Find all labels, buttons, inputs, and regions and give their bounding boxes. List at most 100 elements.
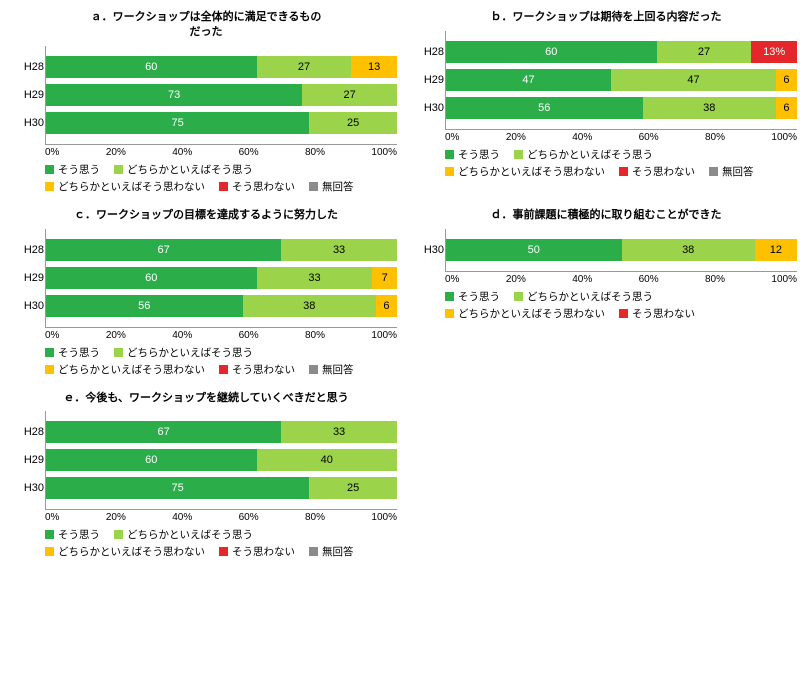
- x-tick: 80%: [305, 147, 325, 158]
- x-tick: 100%: [771, 132, 797, 143]
- bar-container: 56386: [46, 295, 397, 317]
- bar-segment: 60: [46, 267, 257, 289]
- legend-swatch: [445, 167, 454, 176]
- chart-area: H28602713%H2947476H3056386: [445, 31, 797, 130]
- charts-grid: ａ．ワークショップは全体的に満足できるもの だったH28602713H29732…: [15, 10, 797, 569]
- bar-row-label: H28: [16, 244, 44, 256]
- chart-area: H28602713H297327H307525: [45, 46, 397, 145]
- x-tick: 40%: [572, 132, 592, 143]
- legend-label: そう思わない: [232, 544, 295, 559]
- bar-segment: 25: [309, 112, 397, 134]
- bar-segment: 67: [46, 421, 281, 443]
- bar-container: 6040: [46, 449, 397, 471]
- bar-segment: 60: [46, 56, 257, 78]
- bar-segment: 47: [611, 69, 776, 91]
- legend-label: 無回答: [322, 544, 354, 559]
- legend-swatch: [114, 530, 123, 539]
- x-axis: 0%20%40%60%80%100%: [45, 147, 397, 158]
- x-tick: 40%: [172, 330, 192, 341]
- legend-item: そう思う: [45, 162, 100, 177]
- x-tick: 0%: [45, 512, 59, 523]
- bar-segment: 47: [446, 69, 611, 91]
- x-tick: 20%: [106, 512, 126, 523]
- panel-c: ｃ．ワークショップの目標を達成するように努力したH286733H2960337H…: [15, 208, 397, 387]
- legend-swatch: [45, 165, 54, 174]
- bar-row-label: H28: [416, 46, 444, 58]
- legend-label: 無回答: [322, 362, 354, 377]
- legend-item: どちらかといえばそう思わない: [45, 179, 205, 194]
- x-tick: 100%: [371, 512, 397, 523]
- legend-swatch: [45, 348, 54, 357]
- legend-swatch: [445, 309, 454, 318]
- bar-segment: 6: [376, 295, 397, 317]
- bar-segment: 27: [657, 41, 752, 63]
- x-axis: 0%20%40%60%80%100%: [45, 330, 397, 341]
- legend-swatch: [114, 165, 123, 174]
- legend-item: 無回答: [309, 179, 354, 194]
- legend-swatch: [309, 182, 318, 191]
- legend-label: そう思う: [58, 345, 100, 360]
- bar-container: 7525: [46, 112, 397, 134]
- bar-row: H297327: [46, 84, 397, 106]
- bar-row-label: H29: [16, 272, 44, 284]
- legend-swatch: [309, 365, 318, 374]
- bar-row: H2960337: [46, 267, 397, 289]
- legend-item: そう思わない: [219, 362, 295, 377]
- x-tick: 60%: [239, 512, 259, 523]
- bar-row-label: H28: [16, 61, 44, 73]
- panel-d: ｄ．事前課題に積極的に取り組むことができたH305038120%20%40%60…: [415, 208, 797, 387]
- x-tick: 60%: [239, 330, 259, 341]
- x-tick: 0%: [45, 330, 59, 341]
- legend-swatch: [45, 365, 54, 374]
- panel-a: ａ．ワークショップは全体的に満足できるもの だったH28602713H29732…: [15, 10, 397, 204]
- bar-row-label: H29: [16, 454, 44, 466]
- bar-segment: 40: [257, 449, 397, 471]
- legend-label: どちらかといえばそう思う: [127, 345, 253, 360]
- x-tick: 80%: [705, 132, 725, 143]
- x-tick: 100%: [771, 274, 797, 285]
- x-tick: 60%: [239, 147, 259, 158]
- bar-segment: 7: [372, 267, 397, 289]
- legend-swatch: [45, 530, 54, 539]
- legend-item: 無回答: [309, 362, 354, 377]
- bar-segment: 56: [446, 97, 643, 119]
- bar-container: 6733: [46, 239, 397, 261]
- bar-container: 602713: [46, 56, 397, 78]
- legend-item: そう思う: [45, 345, 100, 360]
- chart-area: H286733H296040H307525: [45, 411, 397, 510]
- bar-segment: 56: [46, 295, 243, 317]
- legend-label: どちらかといえばそう思わない: [58, 179, 205, 194]
- bar-row: H296040: [46, 449, 397, 471]
- legend-swatch: [514, 150, 523, 159]
- bar-segment: 33: [281, 421, 397, 443]
- legend-swatch: [445, 150, 454, 159]
- bar-row: H3056386: [446, 97, 797, 119]
- x-tick: 0%: [45, 147, 59, 158]
- bar-row-label: H30: [416, 244, 444, 256]
- bar-segment: 38: [622, 239, 755, 261]
- legend: そう思うどちらかといえばそう思うどちらかといえばそう思わないそう思わない無回答: [45, 345, 397, 377]
- legend-label: どちらかといえばそう思う: [127, 162, 253, 177]
- bar-row: H307525: [46, 112, 397, 134]
- legend-item: そう思わない: [619, 306, 695, 321]
- bar-container: 56386: [446, 97, 797, 119]
- legend-label: どちらかといえばそう思わない: [58, 544, 205, 559]
- legend: そう思うどちらかといえばそう思うどちらかといえばそう思わないそう思わない: [445, 289, 797, 321]
- bar-segment: 27: [302, 84, 397, 106]
- bar-row: H2947476: [446, 69, 797, 91]
- legend-item: 無回答: [709, 164, 754, 179]
- bar-container: 503812: [446, 239, 797, 261]
- bar-segment: 6: [776, 69, 797, 91]
- legend-label: どちらかといえばそう思わない: [458, 164, 605, 179]
- bar-segment: 60: [46, 449, 257, 471]
- legend-label: どちらかといえばそう思う: [527, 289, 653, 304]
- legend-item: そう思う: [45, 527, 100, 542]
- legend-label: そう思わない: [232, 179, 295, 194]
- legend-swatch: [619, 167, 628, 176]
- bar-segment: 27: [257, 56, 352, 78]
- x-tick: 0%: [445, 274, 459, 285]
- legend-item: 無回答: [309, 544, 354, 559]
- x-axis: 0%20%40%60%80%100%: [445, 132, 797, 143]
- legend-swatch: [219, 547, 228, 556]
- bar-container: 7327: [46, 84, 397, 106]
